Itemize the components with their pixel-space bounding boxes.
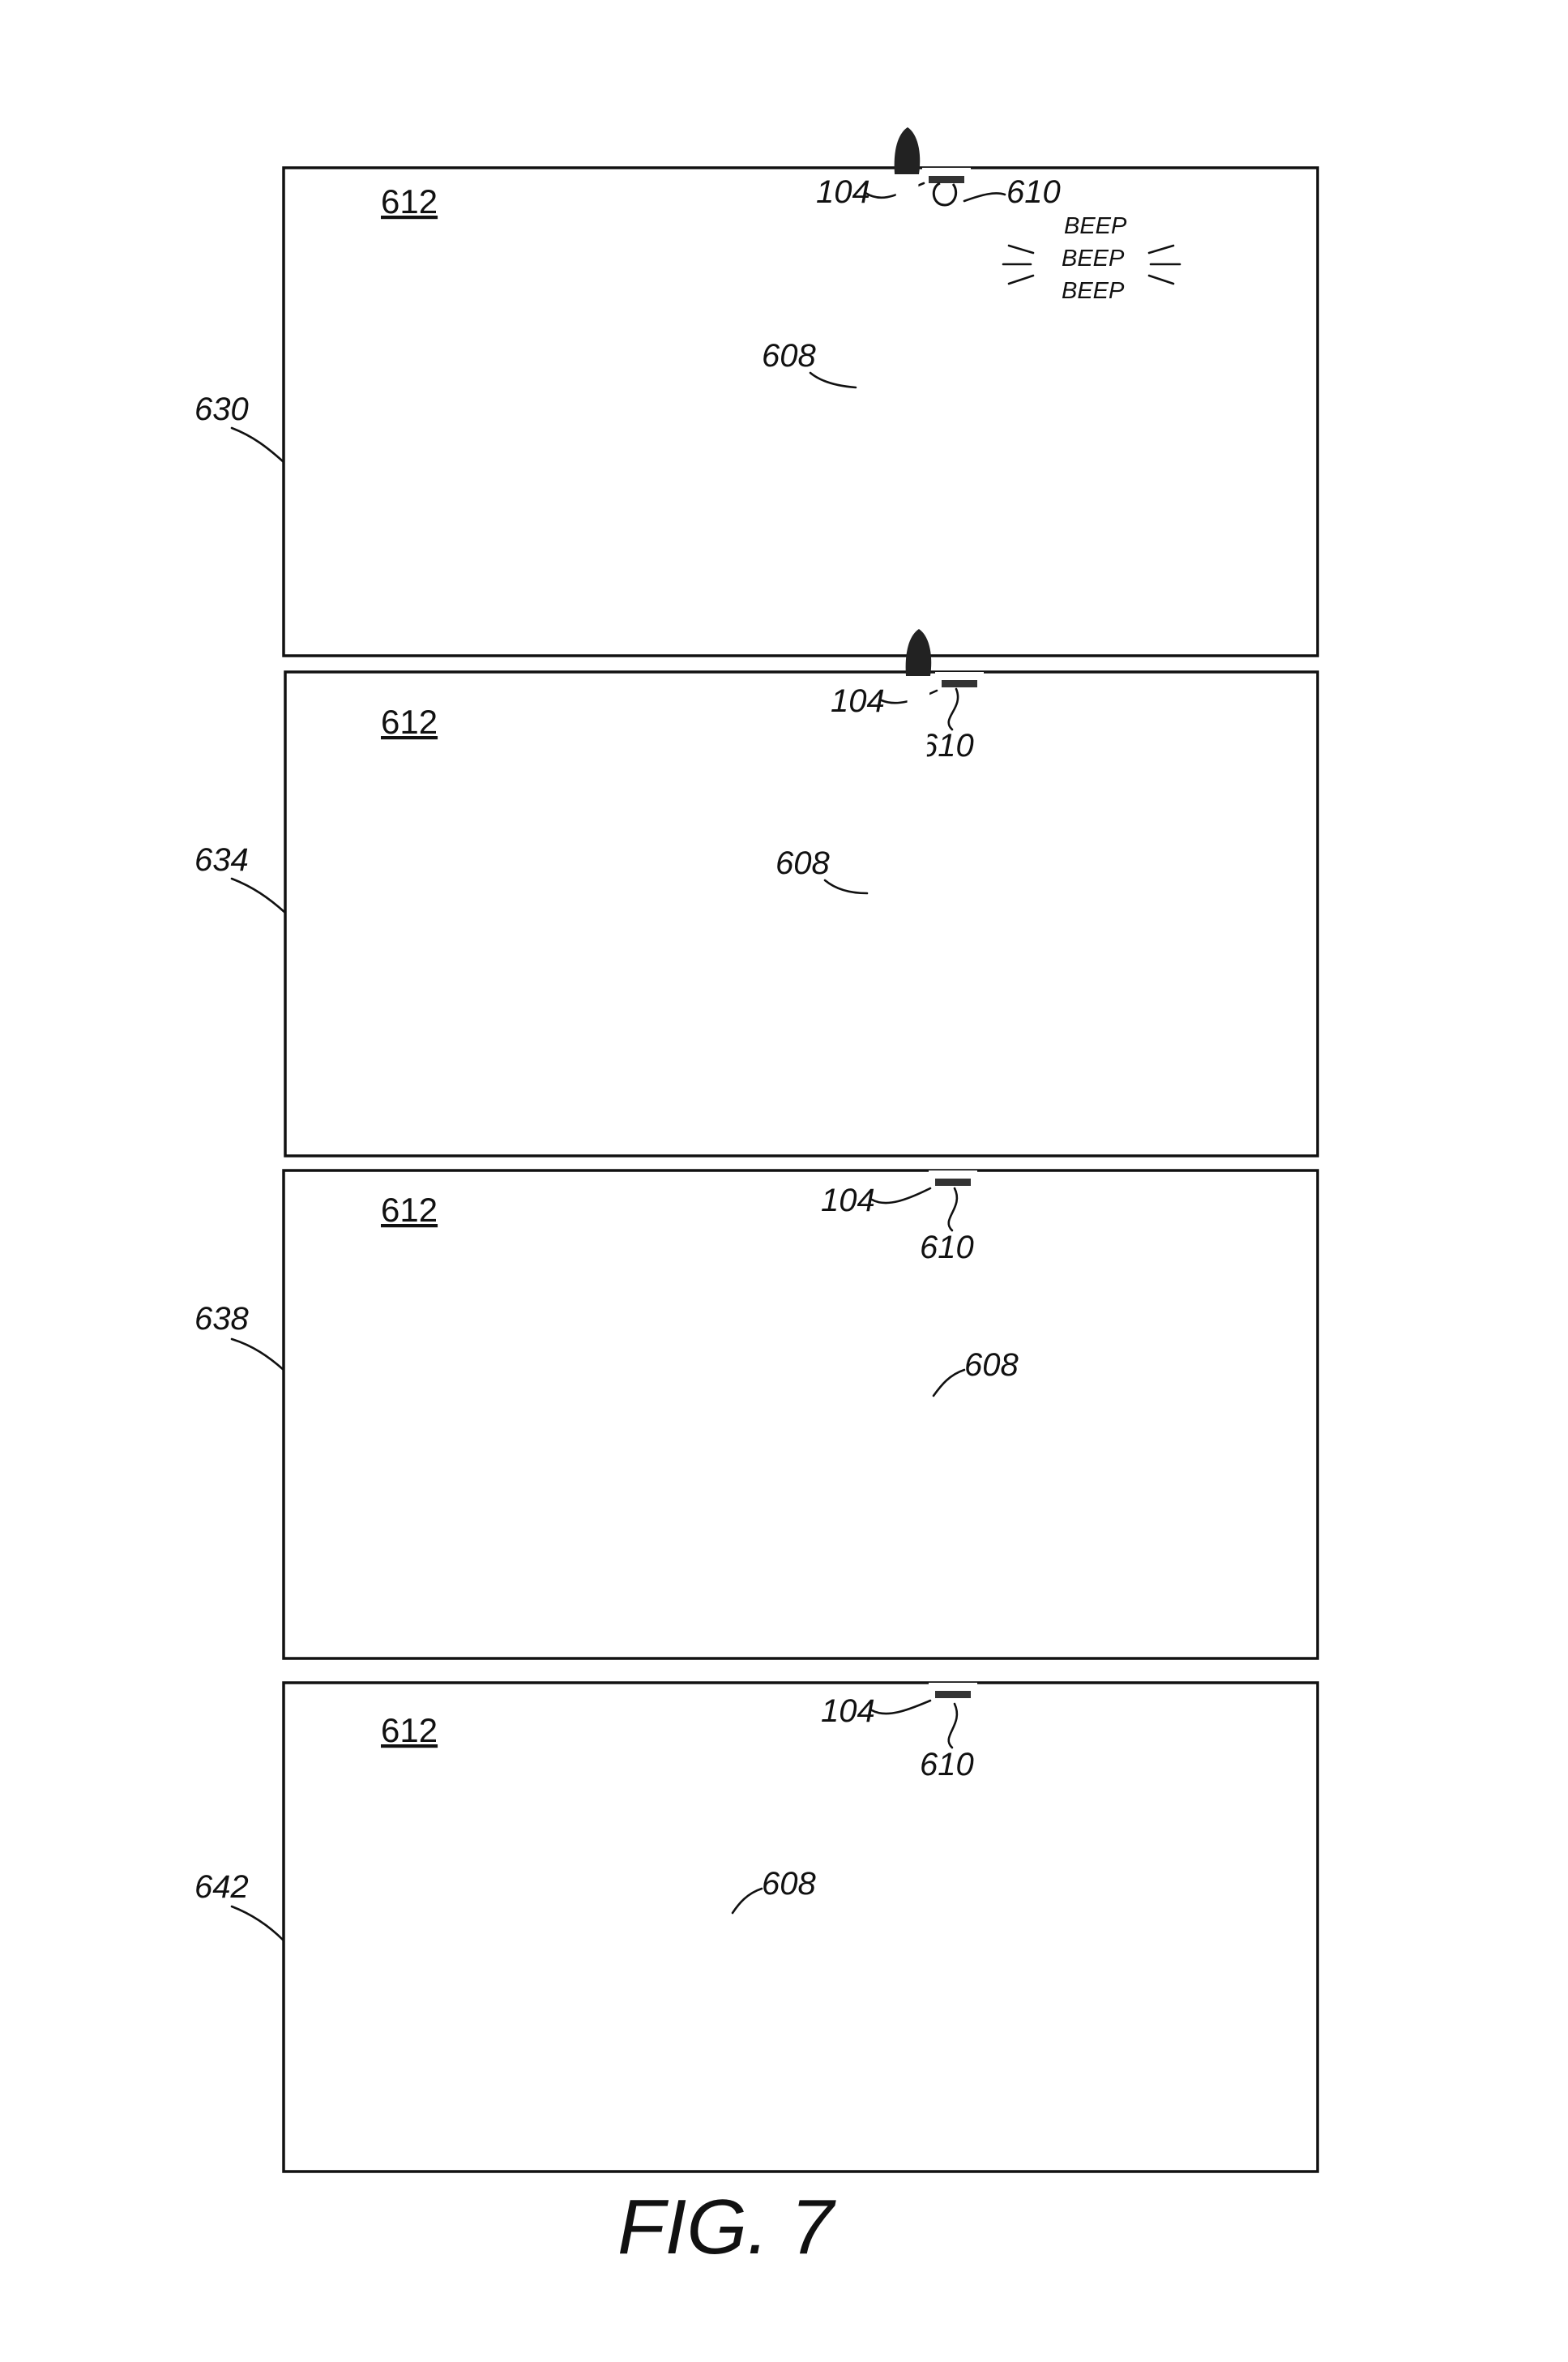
beep-text-1: BEEP (1064, 213, 1127, 239)
panel-frame (284, 1683, 1318, 2172)
person-ref-label: 608 (775, 845, 830, 881)
sensor-ref-label: 610 (1006, 174, 1061, 210)
panel-ref-leader (232, 1906, 284, 1941)
person-ref-leader (733, 1889, 762, 1913)
device-ref-label: 104 (831, 683, 885, 719)
figure-caption: FIG. 7 (617, 2184, 836, 2270)
sensor-ref-leader (949, 689, 958, 730)
sensor-ref-leader (949, 1188, 957, 1230)
device-ref-label: 104 (821, 1693, 875, 1729)
smoke-detector (929, 1170, 977, 1186)
person-figure (648, 1813, 737, 2168)
panel-ref-leader (232, 428, 284, 462)
sensor-ref-leader (949, 1704, 957, 1748)
person-ref-label: 608 (762, 1866, 816, 1902)
person-figure (841, 1299, 930, 1654)
device-ref-label: 104 (821, 1183, 875, 1218)
panel-634: 634 612 104 610 608 (194, 629, 1318, 1156)
person-ref-leader (934, 1370, 964, 1396)
sensor-ref-label: 610 (920, 1747, 974, 1782)
person-ref-label: 608 (964, 1347, 1019, 1383)
panel-ref-leader (232, 879, 285, 913)
panel-ref-label: 638 (194, 1301, 249, 1337)
alarm-sound-lines-right (1149, 246, 1180, 284)
device-ref-leader (872, 1188, 930, 1203)
smoke-detector (935, 672, 984, 687)
panel-ref-label: 634 (194, 842, 249, 878)
panel-638: 638 612 104 610 608 (194, 1170, 1318, 1658)
panel-642: 642 612 104 610 608 (194, 1683, 1318, 2172)
panel-frame (285, 672, 1318, 1156)
room-label: 612 (381, 1711, 438, 1749)
sensor-ref-leader (964, 193, 1005, 201)
smoke-detector (922, 168, 971, 205)
device-ref-label: 104 (816, 174, 870, 210)
panel-ref-label: 630 (194, 392, 249, 427)
room-label: 612 (381, 182, 438, 220)
room-label: 612 (381, 1191, 438, 1229)
panel-630: 630 612 104 610 BEEP BEEP BEEP 608 (194, 127, 1318, 656)
panel-frame (284, 1170, 1318, 1658)
panel-ref-label: 642 (194, 1869, 249, 1905)
device-ref-leader (872, 1701, 930, 1714)
panel-ref-leader (232, 1339, 284, 1370)
alarm-sound-lines-left (1003, 246, 1033, 284)
smoke-detector (929, 1683, 977, 1698)
beep-text-3: BEEP (1062, 278, 1125, 304)
room-label: 612 (381, 703, 438, 741)
sensor-ref-label: 610 (920, 1230, 974, 1265)
panel-frame (284, 168, 1318, 656)
person-ref-label: 608 (762, 338, 816, 374)
beep-text-2: BEEP (1062, 246, 1125, 272)
